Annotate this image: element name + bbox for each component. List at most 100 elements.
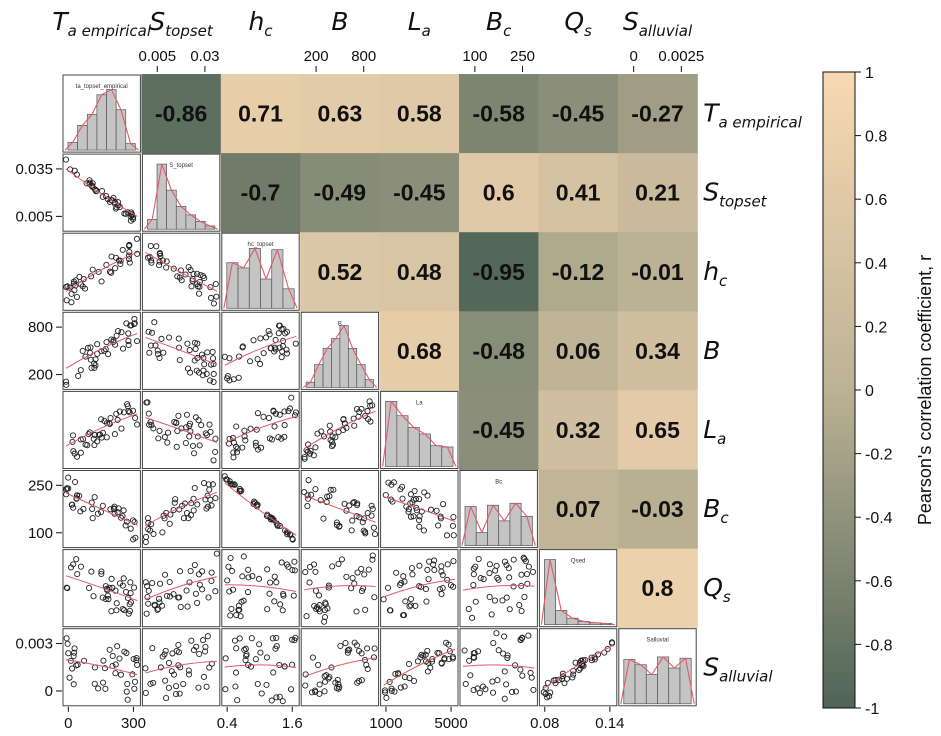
scatter-point: [134, 421, 141, 428]
scatter-point: [165, 684, 172, 691]
scatter-point: [81, 657, 88, 664]
scatter-point: [326, 422, 333, 429]
histogram-label: La: [416, 400, 423, 406]
scatter-point: [302, 569, 309, 576]
scatter-point: [170, 507, 177, 514]
scatter-point: [203, 505, 210, 512]
scatter-point: [150, 530, 157, 538]
bottom-tick-label: 0.08: [530, 715, 559, 732]
histogram-bar: [668, 667, 681, 705]
scatter-point: [381, 687, 389, 694]
scatter-point: [177, 568, 184, 575]
scatter-point: [518, 635, 525, 642]
scatter-point: [351, 580, 358, 587]
scatter-point: [120, 409, 128, 416]
scatter-point: [198, 351, 206, 358]
scatter-point: [328, 443, 336, 450]
scatter-point: [118, 425, 125, 432]
scatter-point: [279, 698, 286, 705]
corr-tile-Ta-La: [379, 74, 460, 154]
corr-tile-Ta-Bc: [459, 74, 539, 154]
variable-subscript: c: [719, 272, 728, 290]
scatter-point: [490, 640, 497, 647]
scatter-point: [316, 681, 323, 688]
scatter-point: [125, 330, 132, 337]
scatter-point: [147, 342, 154, 349]
scatter-point: [99, 502, 106, 509]
scatter-point: [248, 635, 255, 642]
corr-value-Stopset-Qs: 0.41: [556, 180, 601, 206]
corr-value-B-Salluvial: 0.34: [635, 338, 680, 364]
corr-tile-hc-B: [300, 232, 381, 312]
scatter-point: [87, 356, 94, 363]
scatter-point: [383, 694, 390, 701]
scatter-point: [449, 653, 456, 660]
smooth-fit-line: [304, 495, 376, 523]
variable-subscript: a empirical: [718, 114, 802, 132]
scatter-point: [117, 514, 125, 521]
scatter-point: [64, 585, 71, 592]
scatter-point: [110, 505, 117, 512]
corr-value-hc-Bc: -0.95: [472, 259, 525, 285]
scatter-point: [572, 659, 579, 666]
scatter-point: [424, 647, 431, 654]
scatter-point: [226, 435, 233, 442]
scatter-point: [362, 530, 369, 537]
variable-symbol: T: [703, 99, 720, 128]
scatter-point: [371, 645, 378, 652]
scatter-point: [170, 265, 177, 272]
scatter-point: [521, 593, 528, 600]
colorbar-tick-label: -0.2: [865, 447, 893, 464]
corr-value-Ta-Qs: -0.45: [552, 101, 605, 127]
corr-tile-Ta-Stopset: [141, 74, 222, 154]
scatter-point: [210, 355, 217, 362]
histogram-label: Bc: [495, 480, 502, 486]
scatter-point: [267, 515, 274, 522]
scatter-point: [392, 670, 399, 677]
scatter-point: [257, 649, 264, 656]
scatter-panel-hc-Stopset: [141, 232, 221, 311]
scatter-point: [503, 594, 510, 601]
scatter-point: [279, 607, 286, 614]
scatter-point: [104, 196, 111, 203]
scatter-point: [450, 514, 457, 521]
column-title-Stopset: Stopset: [149, 7, 213, 40]
scatter-point: [588, 657, 595, 664]
scatter-point: [183, 411, 190, 418]
scatter-point: [321, 688, 328, 695]
scatter-point: [194, 270, 201, 277]
corr-tile-hc-Salluvial: [617, 232, 698, 312]
scatter-point: [409, 499, 416, 506]
scatter-point: [519, 672, 526, 679]
top-tick-label: 100: [462, 48, 487, 65]
scatter-point: [425, 576, 432, 583]
scatter-point: [291, 567, 298, 574]
corr-tile-Stopset-Qs: [538, 153, 619, 233]
scatter-point: [416, 517, 423, 524]
scatter-point: [142, 533, 150, 541]
scatter-point: [307, 447, 314, 454]
scatter-point: [288, 636, 296, 643]
scatter-point: [145, 410, 152, 417]
smooth-fit-line: [145, 336, 217, 365]
scatter-point: [450, 558, 457, 565]
scatter-point: [124, 680, 131, 687]
scatter-point: [500, 650, 507, 657]
scatter-point: [353, 608, 360, 615]
scatter-point: [431, 566, 438, 574]
scatter-point: [501, 633, 508, 640]
scatter-point: [316, 608, 323, 615]
scatter-point: [100, 657, 107, 664]
scatter-point: [131, 678, 139, 685]
corr-tile-Ta-Salluvial: [617, 74, 698, 154]
left-tick-label: 0.035: [15, 161, 53, 178]
scatter-point: [470, 650, 477, 657]
top-tick-label: 0.03: [190, 48, 219, 65]
scatter-point: [108, 269, 115, 276]
scatter-point: [490, 689, 497, 696]
scatter-point: [423, 598, 430, 605]
scatter-point: [382, 689, 389, 696]
smooth-fit-line: [145, 417, 217, 443]
scatter-point: [99, 594, 106, 601]
